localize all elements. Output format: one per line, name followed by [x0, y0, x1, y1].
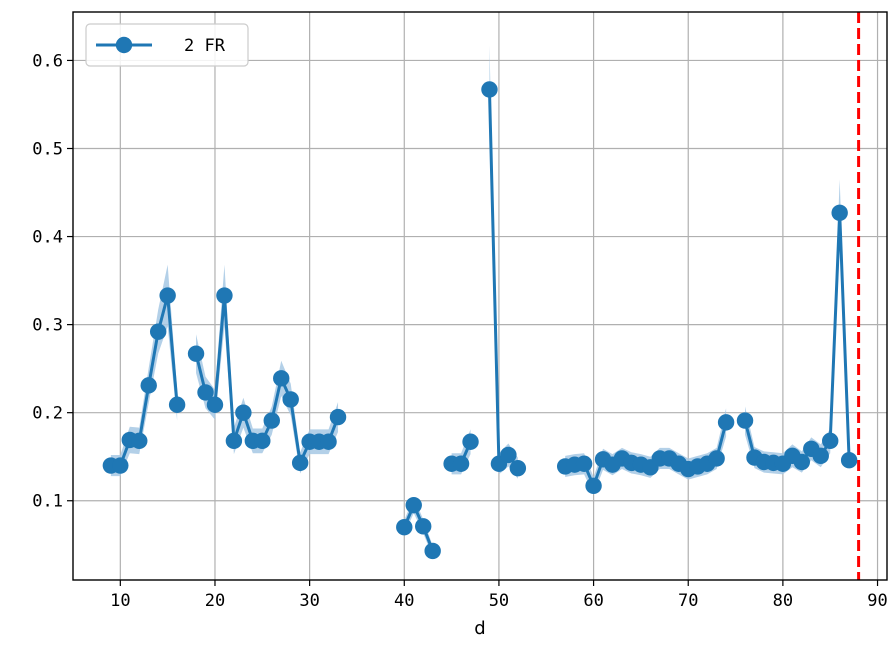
legend[interactable]: 2 FR	[85, 23, 249, 67]
data-point	[320, 433, 337, 450]
data-point	[291, 454, 309, 472]
x-tick-label: 80	[773, 591, 793, 611]
series-line	[402, 503, 435, 552]
legend-label: 2 FR	[184, 36, 226, 56]
data-point	[140, 377, 157, 394]
data-point	[405, 496, 422, 514]
grid	[73, 12, 887, 580]
x-tick-label: 70	[678, 591, 698, 611]
data-point	[509, 459, 527, 477]
x-axis-label: d	[474, 618, 485, 639]
x-tick-label: 50	[489, 591, 509, 611]
data-point	[708, 450, 725, 467]
legend-box	[85, 23, 249, 67]
data-point	[717, 414, 735, 431]
x-tick-label: 90	[867, 591, 887, 611]
data-point	[206, 396, 224, 413]
data-point	[273, 370, 290, 387]
data-point	[462, 433, 479, 450]
y-tick-label: 0.2	[32, 404, 63, 424]
data-point	[575, 455, 593, 472]
data-point	[736, 412, 754, 429]
y-axis: 0.1 0.2 0.3 0.4 0.5 0.6	[32, 51, 73, 512]
data-point	[396, 518, 413, 536]
series-points	[102, 81, 858, 560]
y-tick-label: 0.5	[32, 139, 63, 159]
data-point	[197, 384, 214, 401]
data-point	[452, 455, 470, 472]
data-point	[149, 323, 167, 340]
data-point	[831, 204, 848, 221]
data-point	[424, 542, 441, 560]
data-point	[329, 408, 347, 426]
data-point	[216, 287, 233, 304]
data-point	[225, 432, 243, 450]
x-tick-label: 40	[394, 591, 414, 611]
data-point	[263, 412, 280, 429]
x-tick-label: 20	[205, 591, 225, 611]
data-point	[481, 81, 498, 98]
data-point	[131, 432, 148, 450]
data-point	[112, 457, 129, 474]
data-point	[254, 432, 271, 450]
x-axis: 10 20 30 40 50 60 70 80 90	[110, 580, 888, 611]
data-point	[812, 447, 829, 465]
data-point	[585, 477, 602, 494]
x-tick-label: 30	[299, 591, 319, 611]
data-point	[235, 404, 252, 421]
data-point	[415, 518, 432, 535]
plot-frame	[72, 11, 888, 581]
x-tick-label: 10	[110, 591, 130, 611]
data-point	[282, 391, 299, 408]
data-point	[793, 453, 811, 471]
x-tick-label: 60	[583, 591, 603, 611]
y-tick-label: 0.1	[32, 492, 63, 512]
data-point	[840, 452, 858, 469]
data-point	[822, 432, 839, 450]
y-tick-label: 0.4	[32, 228, 63, 248]
data-point	[187, 345, 205, 362]
data-point	[168, 396, 186, 413]
data-point	[159, 287, 176, 304]
y-tick-label: 0.6	[32, 51, 63, 71]
y-tick-label: 0.3	[32, 316, 63, 336]
legend-marker	[115, 36, 133, 54]
data-point	[500, 446, 517, 464]
